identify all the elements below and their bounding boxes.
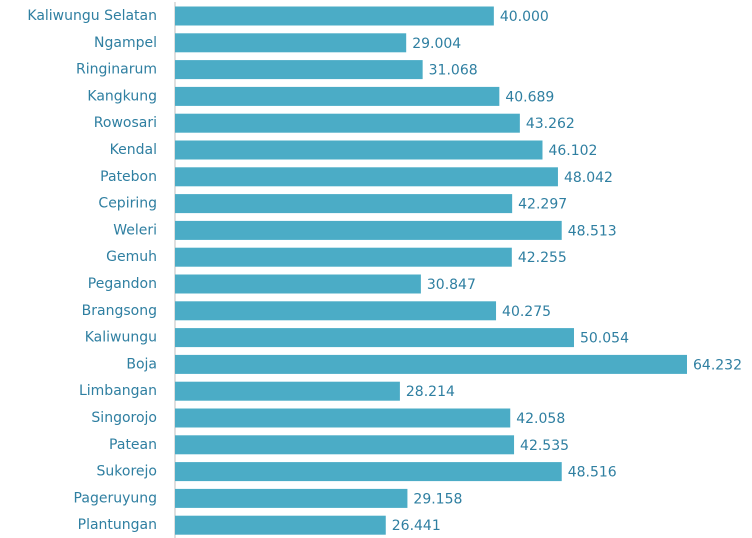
bar bbox=[175, 408, 511, 428]
value-label: 48.042 bbox=[564, 170, 613, 186]
value-label: 40.000 bbox=[500, 9, 549, 25]
category-label: Patebon bbox=[100, 169, 157, 185]
value-label: 42.058 bbox=[516, 411, 565, 427]
value-label: 29.158 bbox=[413, 491, 462, 507]
category-label: Ringinarum bbox=[76, 62, 157, 78]
value-label: 28.214 bbox=[406, 384, 455, 400]
category-label: Kangkung bbox=[87, 88, 157, 104]
bar bbox=[175, 381, 400, 401]
value-label: 30.847 bbox=[427, 277, 476, 293]
value-label: 31.068 bbox=[429, 63, 478, 79]
bar bbox=[175, 328, 574, 348]
bar bbox=[175, 435, 515, 455]
bar bbox=[175, 274, 421, 294]
bar bbox=[175, 113, 520, 133]
value-label: 64.232 bbox=[693, 357, 742, 373]
bar bbox=[175, 60, 423, 80]
value-label: 48.516 bbox=[568, 465, 617, 481]
bar bbox=[175, 301, 497, 321]
bar bbox=[175, 462, 562, 482]
category-label: Weleri bbox=[113, 222, 157, 238]
value-label: 26.441 bbox=[392, 518, 441, 534]
bar bbox=[175, 515, 386, 535]
category-label: Singorojo bbox=[91, 410, 157, 426]
category-label: Rowosari bbox=[94, 115, 157, 131]
value-label: 29.004 bbox=[412, 36, 461, 52]
bar bbox=[175, 86, 500, 106]
value-label: 42.535 bbox=[520, 438, 569, 454]
category-label: Plantungan bbox=[78, 517, 157, 533]
value-label: 40.275 bbox=[502, 304, 551, 320]
value-label: 42.297 bbox=[518, 197, 567, 213]
value-label: 43.262 bbox=[526, 116, 575, 132]
bar bbox=[175, 167, 558, 187]
category-label: Pegandon bbox=[88, 276, 157, 292]
category-label: Sukorejo bbox=[97, 464, 157, 480]
bar bbox=[175, 33, 407, 53]
bar bbox=[175, 6, 494, 26]
value-label: 42.255 bbox=[518, 250, 567, 266]
value-label: 50.054 bbox=[580, 331, 629, 347]
category-label: Limbangan bbox=[79, 383, 157, 399]
value-label: 40.689 bbox=[505, 89, 554, 105]
category-label: Kendal bbox=[110, 142, 157, 158]
bar bbox=[175, 220, 562, 240]
category-label: Brangsong bbox=[82, 303, 157, 319]
category-label: Patean bbox=[109, 437, 157, 453]
category-label: Ngampel bbox=[94, 35, 157, 51]
value-label: 46.102 bbox=[548, 143, 597, 159]
value-label: 48.513 bbox=[568, 223, 617, 239]
category-label: Pageruyung bbox=[74, 490, 157, 506]
bar bbox=[175, 140, 543, 160]
category-label: Kaliwungu bbox=[85, 330, 157, 346]
category-label: Cepiring bbox=[98, 196, 157, 212]
category-label: Boja bbox=[126, 356, 157, 372]
category-label: Gemuh bbox=[106, 249, 157, 265]
bar bbox=[175, 247, 512, 267]
bar bbox=[175, 354, 687, 374]
bar bbox=[175, 194, 513, 214]
category-label: Kaliwungu Selatan bbox=[27, 8, 157, 24]
bar bbox=[175, 488, 408, 508]
